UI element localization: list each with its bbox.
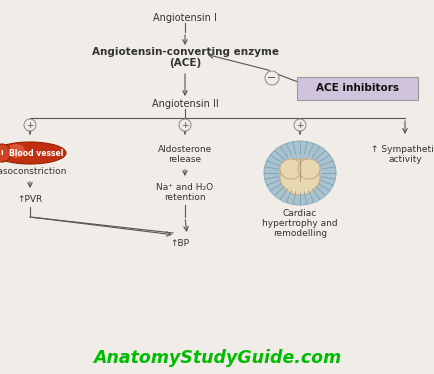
Ellipse shape [280,159,320,195]
Circle shape [179,119,191,131]
Text: release: release [168,154,201,163]
Text: Vasoconstriction: Vasoconstriction [0,167,67,176]
FancyBboxPatch shape [296,77,418,99]
Text: ↑PVR: ↑PVR [17,194,43,203]
Text: ACE inhibitors: ACE inhibitors [316,83,398,93]
Ellipse shape [280,159,302,179]
Circle shape [265,71,279,85]
Text: +: + [26,120,34,129]
Text: −: − [267,73,277,83]
Text: Cardiac: Cardiac [283,208,317,218]
Text: (ACE): (ACE) [169,58,201,68]
Text: +: + [181,120,189,129]
Text: hypertrophy and: hypertrophy and [262,218,338,227]
Ellipse shape [0,142,66,164]
Ellipse shape [7,144,25,158]
Ellipse shape [298,159,320,179]
Circle shape [0,144,11,162]
Circle shape [294,119,306,131]
Text: Na⁺ and H₂O: Na⁺ and H₂O [156,183,214,191]
Text: AnatomyStudyGuide.com: AnatomyStudyGuide.com [93,349,341,367]
Text: Aldosterone: Aldosterone [158,144,212,153]
Text: ↑ Sympathetic: ↑ Sympathetic [371,144,434,153]
Text: Angiotensin-converting enzyme: Angiotensin-converting enzyme [92,47,279,57]
Circle shape [24,119,36,131]
Ellipse shape [264,141,336,205]
Text: I: I [1,150,3,156]
Text: Blood vessel: Blood vessel [9,148,63,157]
Text: Angiotensin I: Angiotensin I [153,13,217,23]
Text: Angiotensin II: Angiotensin II [151,99,218,109]
Text: ↑BP: ↑BP [171,239,190,248]
Text: retention: retention [164,193,206,202]
Text: activity: activity [388,154,422,163]
Text: remodelling: remodelling [273,229,327,237]
Text: +: + [296,120,304,129]
